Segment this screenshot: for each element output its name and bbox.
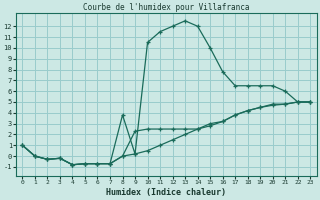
Title: Courbe de l'humidex pour Villafranca: Courbe de l'humidex pour Villafranca [83,3,250,12]
X-axis label: Humidex (Indice chaleur): Humidex (Indice chaleur) [106,188,226,197]
